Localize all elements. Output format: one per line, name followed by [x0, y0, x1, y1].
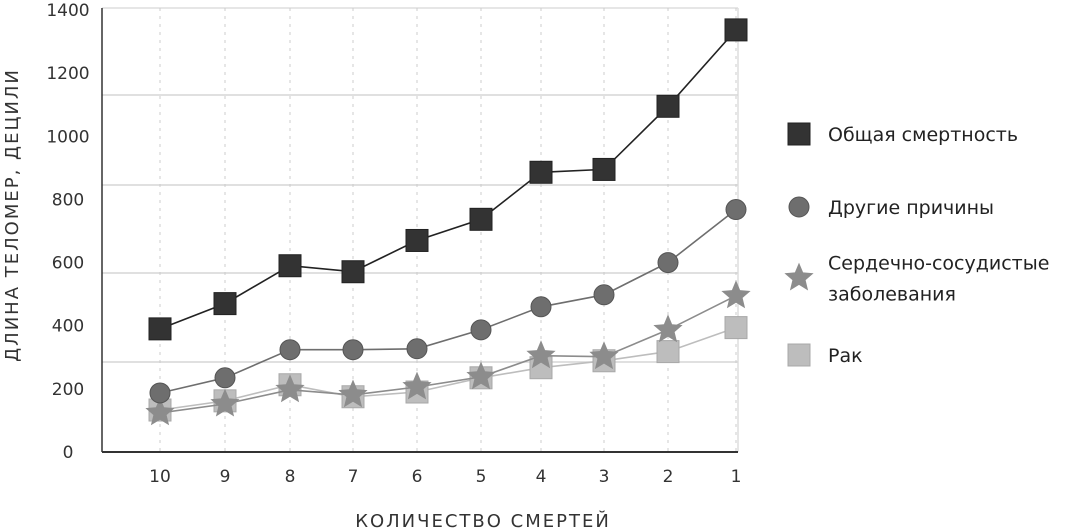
x-tick-label: 5	[476, 467, 487, 487]
y-tick-label: 1000	[46, 127, 89, 147]
x-tick-label: 6	[412, 467, 423, 487]
series-line	[159, 326, 737, 411]
data-point-circle	[406, 338, 428, 360]
data-point-circle	[214, 367, 236, 389]
data-point-circle	[657, 252, 679, 274]
y-tick-label: 0	[63, 443, 74, 463]
data-point-star	[526, 340, 556, 369]
x-tick-label: 3	[599, 467, 610, 487]
data-point-star	[402, 371, 432, 400]
data-point-square	[529, 160, 553, 184]
data-point-star	[338, 379, 368, 408]
legend-marker-square	[787, 122, 811, 146]
data-point-star	[653, 314, 683, 343]
series-square	[148, 18, 748, 341]
legend-item: Общая смертность	[787, 122, 1018, 146]
data-point-square	[592, 157, 616, 181]
x-tick-label: 2	[663, 467, 674, 487]
series-square	[148, 316, 748, 422]
legend-label: Рак	[828, 345, 863, 367]
legend-item: Рак	[787, 343, 863, 367]
y-tick-label: 1200	[46, 64, 89, 84]
legend-item: Сердечно-сосудистые заболевания	[784, 253, 1049, 306]
series-line	[159, 294, 737, 414]
legend-item: Другие причины	[788, 196, 994, 219]
legend-marker-circle	[788, 196, 810, 218]
data-point-square	[341, 260, 365, 284]
axes: 0 200 400 600 800 1000 1200 1400 10 9 8 7 6 5 4 3 2 1	[46, 1, 741, 487]
y-axis-label: ДЛИНА ТЕЛОМЕР, ДЕЦИЛИ	[2, 68, 23, 362]
data-point-circle	[530, 296, 552, 318]
legend-marker-star	[784, 262, 814, 291]
data-point-circle	[725, 199, 747, 221]
x-axis-label: КОЛИЧЕСТВО СМЕРТЕЙ	[355, 510, 611, 530]
x-tick-label: 9	[220, 467, 231, 487]
y-tick-label: 200	[52, 380, 84, 400]
y-tick-label: 600	[52, 254, 84, 274]
data-point-square	[656, 94, 680, 118]
data-point-star	[466, 361, 496, 390]
data-point-star	[275, 374, 305, 403]
data-point-square	[213, 292, 237, 316]
x-tick-label: 4	[536, 467, 547, 487]
y-tick-label: 800	[52, 190, 84, 210]
legend-label: Другие причины	[828, 197, 994, 219]
data-point-circle	[342, 339, 364, 361]
data-point-star	[589, 341, 619, 370]
data-point-star	[721, 280, 751, 309]
data-point-square	[724, 18, 748, 42]
x-tick-label: 10	[149, 467, 171, 487]
data-point-square	[724, 316, 748, 340]
legend-label: заболевания	[828, 284, 956, 306]
legend: Общая смертность Другие причины Сердечно-с…	[784, 122, 1049, 367]
data-point-circle	[279, 339, 301, 361]
x-tick-label: 1	[731, 467, 742, 487]
x-tick-label: 8	[285, 467, 296, 487]
data-point-square	[656, 340, 680, 364]
data-point-square	[469, 207, 493, 231]
series-circle	[149, 199, 747, 404]
series-layer	[145, 18, 751, 426]
legend-label: Сердечно-сосудистые	[828, 253, 1049, 275]
y-tick-label: 400	[52, 317, 84, 337]
data-point-square	[405, 228, 429, 252]
series-line	[159, 29, 737, 330]
series-line	[159, 208, 737, 394]
legend-label: Общая смертность	[828, 124, 1018, 146]
data-point-star	[145, 397, 175, 426]
data-point-star	[210, 388, 240, 417]
y-tick-label: 1400	[46, 1, 89, 21]
data-point-circle	[593, 284, 615, 306]
x-tick-label: 7	[348, 467, 359, 487]
data-point-square	[278, 254, 302, 278]
data-point-square	[148, 317, 172, 341]
data-point-circle	[149, 382, 171, 404]
series-star	[145, 280, 751, 426]
legend-marker-square	[787, 343, 811, 367]
data-point-circle	[470, 319, 492, 341]
